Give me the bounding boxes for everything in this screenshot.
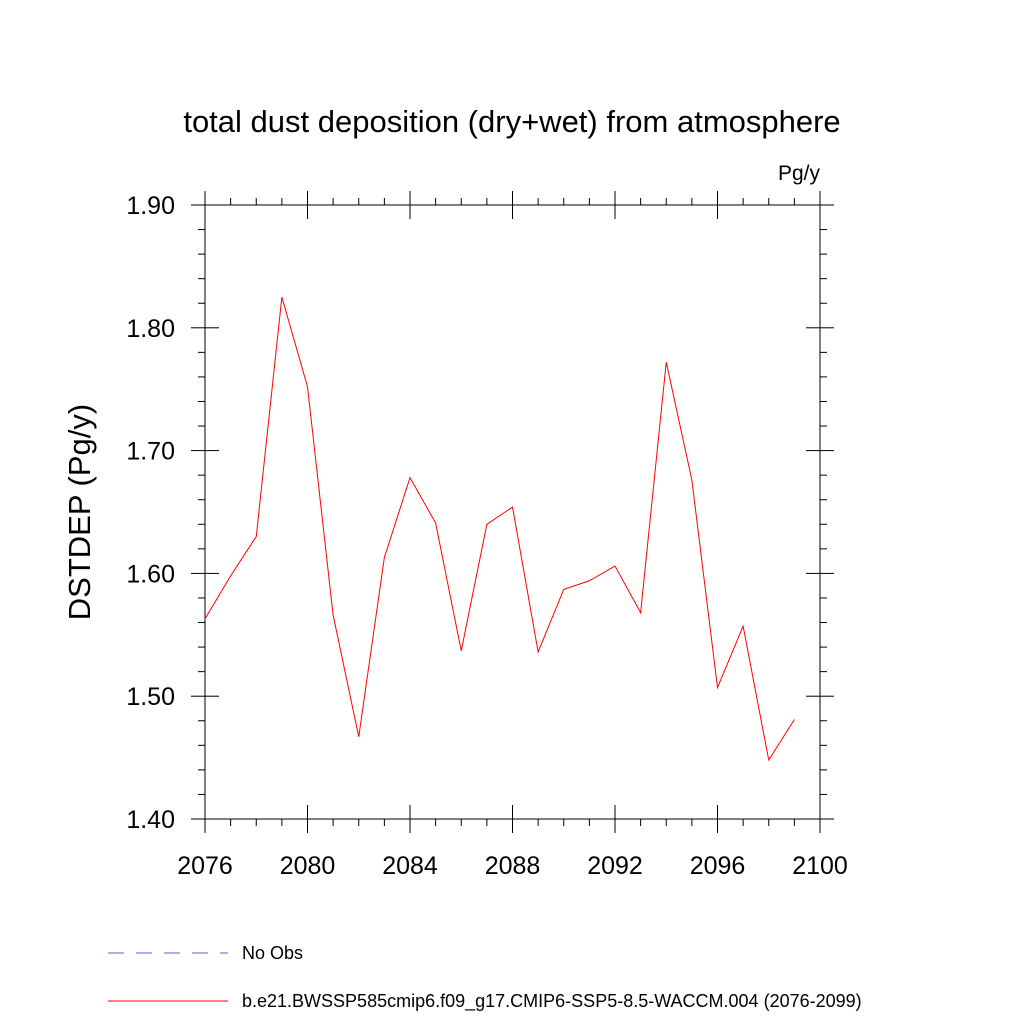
legend-label: b.e21.BWSSP585cmip6.f09_g17.CMIP6-SSP5-8… (242, 991, 862, 1012)
y-tick-label: 1.60 (126, 560, 175, 588)
y-tick-label: 1.80 (126, 315, 175, 343)
legend: No Obs b.e21.BWSSP585cmip6.f09_g17.CMIP6-… (108, 943, 862, 1012)
legend-label: No Obs (242, 943, 303, 963)
y-tick-label: 1.40 (126, 806, 175, 834)
units-label: Pg/y (778, 162, 821, 185)
series-layer (204, 296, 795, 762)
axis-ticks (191, 191, 834, 833)
x-tick-label: 2096 (690, 852, 746, 880)
x-tick-labels: 2076 2080 2084 2088 2092 2096 2100 (177, 852, 848, 880)
x-tick-label: 2084 (382, 852, 438, 880)
y-tick-label: 1.70 (126, 438, 175, 466)
y-axis-label: DSTDEP (Pg/y) (62, 404, 97, 620)
x-tick-label: 2076 (177, 852, 233, 880)
x-tick-label: 2088 (485, 852, 541, 880)
x-tick-label: 2100 (792, 852, 848, 880)
y-tick-labels: 1.40 1.50 1.60 1.70 1.80 1.90 (126, 192, 175, 834)
plot-frame (204, 204, 821, 820)
y-tick-label: 1.50 (126, 683, 175, 711)
x-tick-label: 2092 (587, 852, 643, 880)
chart-title: total dust deposition (dry+wet) from atm… (183, 104, 840, 139)
x-tick-label: 2080 (280, 852, 336, 880)
series-line (204, 296, 795, 762)
y-tick-label: 1.90 (126, 192, 175, 220)
